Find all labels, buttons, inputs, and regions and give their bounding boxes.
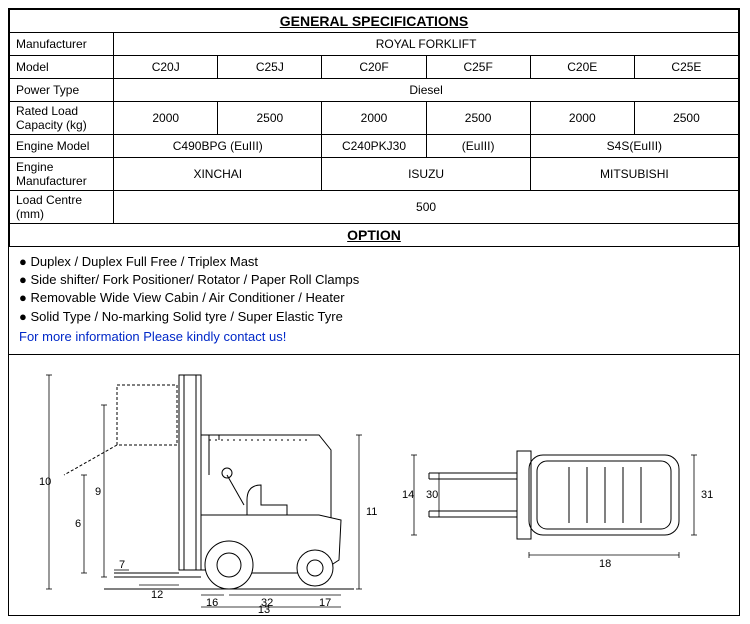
rated-0: 2000: [114, 102, 218, 135]
spec-sheet: GENERAL SPECIFICATIONS Manufacturer ROYA…: [8, 8, 740, 616]
rated-5: 2500: [634, 102, 738, 135]
power-type-value: Diesel: [114, 79, 739, 102]
engine-model-b-left: C240PKJ30: [322, 135, 426, 158]
dim-6: 6: [75, 518, 81, 530]
dim-30: 30: [426, 489, 438, 501]
engine-mfr-c: MITSUBISHI: [530, 158, 738, 191]
dim-16: 16: [206, 597, 218, 609]
manufacturer-label: Manufacturer: [10, 33, 114, 56]
rated-3: 2500: [426, 102, 530, 135]
dim-17: 17: [319, 597, 331, 609]
forklift-diagram: 10 6 9 11 7 12 16 32 17 13: [9, 355, 739, 615]
dim-13: 13: [258, 604, 270, 615]
engine-mfr-a: XINCHAI: [114, 158, 322, 191]
option-item: Side shifter/ Fork Positioner/ Rotator /…: [19, 271, 729, 289]
model-label: Model: [10, 56, 114, 79]
power-type-label: Power Type: [10, 79, 114, 102]
dim-18: 18: [599, 558, 611, 570]
model-c25e: C25E: [634, 56, 738, 79]
rated-4: 2000: [530, 102, 634, 135]
option-header: OPTION: [10, 224, 739, 247]
dim-14: 14: [402, 489, 414, 501]
dim-9: 9: [95, 486, 101, 498]
model-c20j: C20J: [114, 56, 218, 79]
rated-2: 2000: [322, 102, 426, 135]
dim-31: 31: [701, 489, 713, 501]
engine-model-label: Engine Model: [10, 135, 114, 158]
dim-11: 11: [366, 506, 377, 518]
load-centre-label: Load Centre (mm): [10, 191, 114, 224]
model-c20f: C20F: [322, 56, 426, 79]
dim-12: 12: [151, 589, 163, 601]
model-c20e: C20E: [530, 56, 634, 79]
option-item: Removable Wide View Cabin / Air Conditio…: [19, 289, 729, 307]
contact-line: For more information Please kindly conta…: [19, 328, 729, 346]
engine-model-c: S4S(EuIII): [530, 135, 738, 158]
option-item: Duplex / Duplex Full Free / Triplex Mast: [19, 253, 729, 271]
manufacturer-value: ROYAL FORKLIFT: [114, 33, 739, 56]
diagram-pane: 10 6 9 11 7 12 16 32 17 13: [9, 354, 739, 615]
engine-model-b-right: (EuIII): [426, 135, 530, 158]
options-block: Duplex / Duplex Full Free / Triplex Mast…: [9, 247, 739, 354]
general-spec-header: GENERAL SPECIFICATIONS: [10, 10, 739, 33]
dim-10: 10: [39, 476, 51, 488]
model-c25f: C25F: [426, 56, 530, 79]
rated-load-label: Rated Load Capacity (kg): [10, 102, 114, 135]
dim-7: 7: [119, 559, 125, 571]
rated-1: 2500: [218, 102, 322, 135]
engine-model-a: C490BPG (EuIII): [114, 135, 322, 158]
engine-mfr-b: ISUZU: [322, 158, 530, 191]
spec-table: GENERAL SPECIFICATIONS Manufacturer ROYA…: [9, 9, 739, 247]
model-c25j: C25J: [218, 56, 322, 79]
engine-mfr-label: Engine Manufacturer: [10, 158, 114, 191]
load-centre-value: 500: [114, 191, 739, 224]
option-item: Solid Type / No-marking Solid tyre / Sup…: [19, 308, 729, 326]
